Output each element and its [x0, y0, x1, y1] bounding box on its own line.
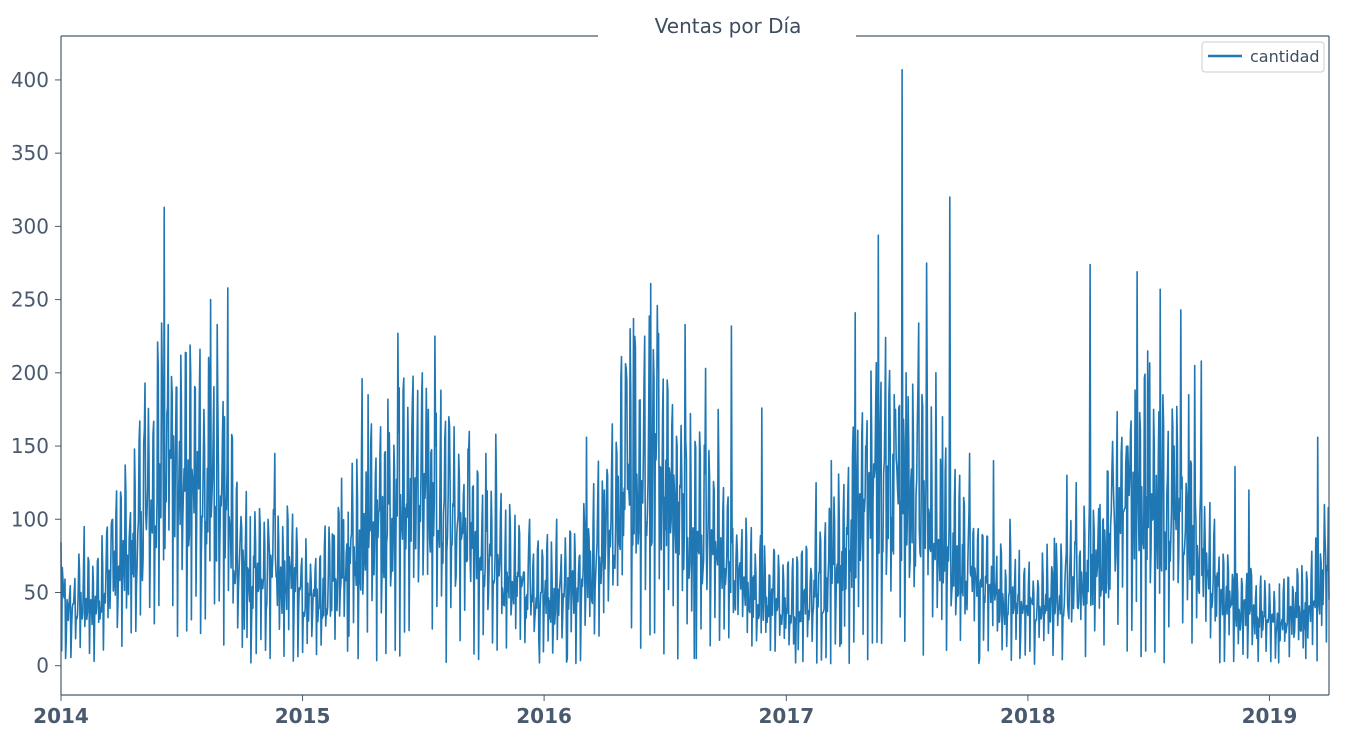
series-line-cantidad — [60, 68, 1330, 665]
x-tick-label: 2019 — [1242, 704, 1298, 728]
chart-title: Ventas por Día — [655, 14, 802, 38]
y-tick-label: 350 — [11, 141, 49, 165]
legend-box — [1201, 41, 1325, 73]
y-tick-label: 0 — [36, 654, 49, 678]
y-tick-label: 50 — [24, 580, 49, 604]
y-tick-label: 250 — [11, 288, 49, 312]
x-tick-label: 2017 — [758, 704, 814, 728]
legend: cantidad — [1201, 41, 1325, 73]
axes-layer: 0 50 100 150 200 250 300 350 400 2014 2015 2016 2017… — [11, 35, 1330, 728]
x-tick-label: 2015 — [275, 704, 331, 728]
y-tick-label: 150 — [11, 434, 49, 458]
y-tick-label: 400 — [11, 68, 49, 92]
x-tick-label: 2016 — [516, 704, 572, 728]
title-layer: Ventas por Día — [598, 8, 856, 46]
x-tick-label: 2018 — [1000, 704, 1056, 728]
legend-label: cantidad — [1250, 47, 1320, 66]
x-tick-label: 2014 — [33, 704, 89, 728]
y-tick-label: 300 — [11, 214, 49, 238]
y-tick-label: 100 — [11, 507, 49, 531]
y-tick-label: 200 — [11, 361, 49, 385]
title-background — [598, 8, 856, 46]
series-layer — [60, 68, 1330, 665]
